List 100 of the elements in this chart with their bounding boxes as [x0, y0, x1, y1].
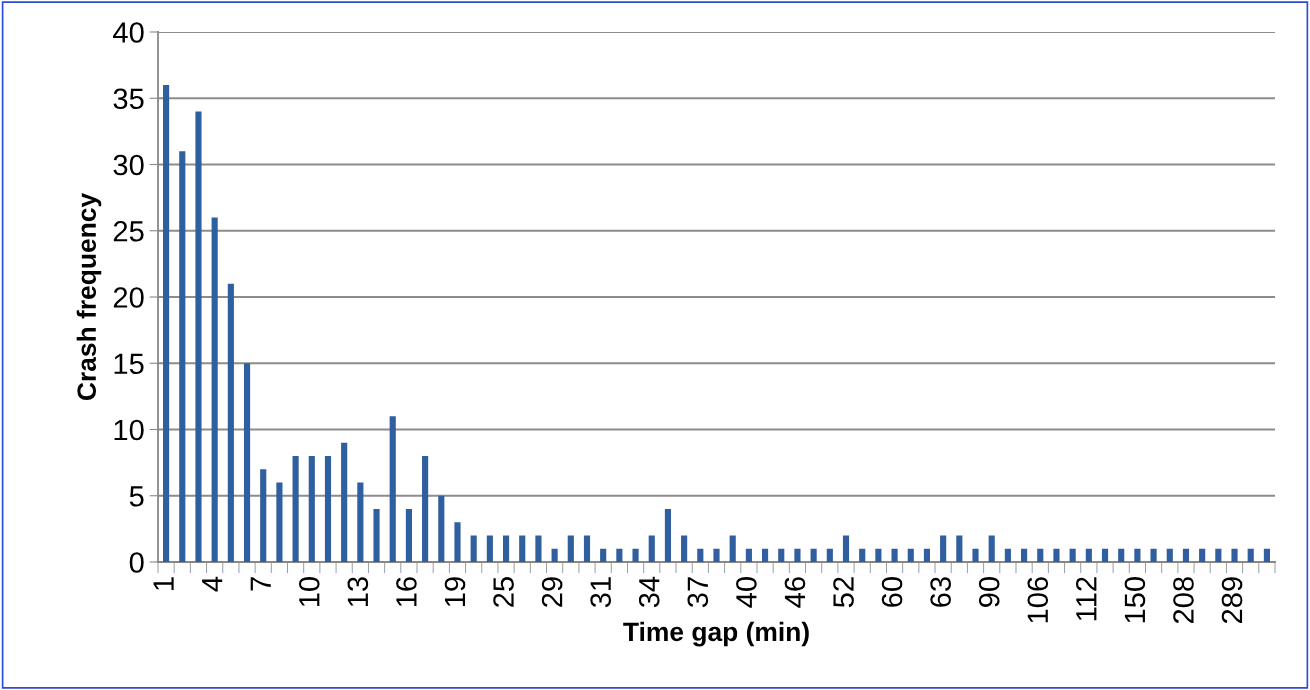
x-tick-label: 60 — [881, 577, 903, 607]
x-tick-label: 112 — [1076, 577, 1097, 621]
bar — [729, 535, 736, 562]
bar — [179, 151, 186, 562]
bar — [260, 469, 267, 562]
bar — [1150, 548, 1157, 562]
bar — [1021, 548, 1028, 562]
bar — [1101, 548, 1109, 562]
bar — [211, 217, 218, 562]
x-tick-label: 106 — [1027, 577, 1049, 623]
y-tick-label: 20 — [113, 287, 144, 308]
x-tick-label: 52 — [833, 577, 854, 608]
y-tick-label: 15 — [114, 353, 144, 375]
bar — [1215, 548, 1222, 562]
bar — [859, 548, 866, 562]
bar — [956, 535, 963, 562]
bar — [243, 363, 251, 562]
bar — [988, 535, 995, 562]
bar — [826, 548, 833, 562]
bar — [486, 535, 493, 562]
bar — [227, 283, 234, 562]
bar — [1166, 548, 1173, 562]
bar — [341, 442, 348, 562]
bar — [454, 522, 461, 562]
bar — [502, 535, 510, 562]
y-tick-label: 5 — [129, 486, 144, 507]
x-tick-label: 19 — [444, 577, 466, 607]
bar — [535, 535, 542, 562]
bar — [567, 535, 574, 562]
x-tick-label: 16 — [396, 577, 417, 607]
bar — [1069, 548, 1076, 562]
x-tick-label: 40 — [736, 577, 757, 608]
bar — [923, 548, 931, 562]
y-tick-label: 0 — [129, 552, 144, 573]
bar — [292, 456, 299, 562]
bar — [373, 509, 380, 562]
bar — [907, 548, 914, 562]
bar — [681, 535, 688, 562]
x-tick-label: 31 — [590, 577, 612, 608]
bar — [664, 509, 672, 562]
bar — [778, 548, 785, 562]
x-tick-label: 7 — [250, 577, 271, 591]
bar — [357, 482, 364, 562]
x-tick-label: 4 — [202, 576, 223, 592]
bar — [697, 548, 704, 562]
bar — [794, 548, 801, 562]
bar — [632, 548, 639, 562]
x-tick-label: 37 — [687, 577, 709, 608]
bar — [745, 548, 752, 562]
bar — [1053, 548, 1060, 562]
bar — [761, 548, 769, 562]
bar — [389, 416, 396, 562]
x-tick-label: 46 — [784, 577, 806, 608]
y-axis-title: Crash frequency — [76, 193, 102, 401]
x-tick-label: 208 — [1173, 577, 1194, 624]
x-tick-label: 10 — [298, 577, 320, 607]
bar — [616, 548, 623, 562]
bar — [1247, 548, 1254, 562]
bar — [1231, 548, 1238, 562]
bar — [1263, 548, 1270, 562]
bar — [308, 456, 315, 562]
bar — [648, 535, 655, 562]
bar — [600, 548, 607, 562]
bar — [1004, 548, 1011, 562]
bar — [324, 456, 332, 562]
bar — [842, 535, 850, 562]
bar — [940, 535, 947, 562]
x-axis-title: Time gap (min) — [623, 621, 809, 647]
y-tick-label: 30 — [113, 154, 144, 176]
x-tick-label: 150 — [1124, 577, 1146, 623]
bar — [583, 535, 591, 562]
bar — [1199, 548, 1206, 562]
bar — [1085, 548, 1092, 562]
x-tick-label: 25 — [493, 577, 514, 607]
bar — [1134, 548, 1141, 562]
bar — [438, 495, 445, 562]
bar — [470, 535, 477, 562]
bar — [195, 111, 202, 562]
bar — [810, 548, 817, 562]
x-tick-label: 13 — [347, 577, 369, 607]
x-tick-label: 289 — [1221, 577, 1243, 624]
bar — [1118, 548, 1125, 562]
x-tick-label: 34 — [638, 576, 660, 608]
y-tick-label: 35 — [113, 88, 144, 110]
bar — [1182, 548, 1190, 562]
x-tick-label: 1 — [153, 577, 174, 590]
bar — [163, 85, 170, 562]
x-tick-label: 29 — [541, 577, 563, 607]
bar — [519, 535, 526, 562]
y-tick-label: 40 — [113, 22, 144, 43]
bar — [875, 548, 882, 562]
y-tick-label: 25 — [113, 220, 144, 242]
bar — [713, 548, 720, 562]
bar — [972, 548, 979, 562]
bar — [276, 482, 283, 562]
y-tick-label: 10 — [114, 419, 144, 441]
bar — [405, 509, 412, 562]
x-tick-label: 90 — [978, 577, 1000, 607]
x-tick-label: 63 — [930, 577, 951, 607]
bar — [422, 456, 429, 562]
